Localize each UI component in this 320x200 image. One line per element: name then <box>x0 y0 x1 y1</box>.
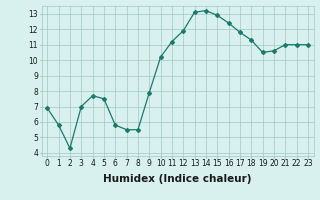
X-axis label: Humidex (Indice chaleur): Humidex (Indice chaleur) <box>103 174 252 184</box>
